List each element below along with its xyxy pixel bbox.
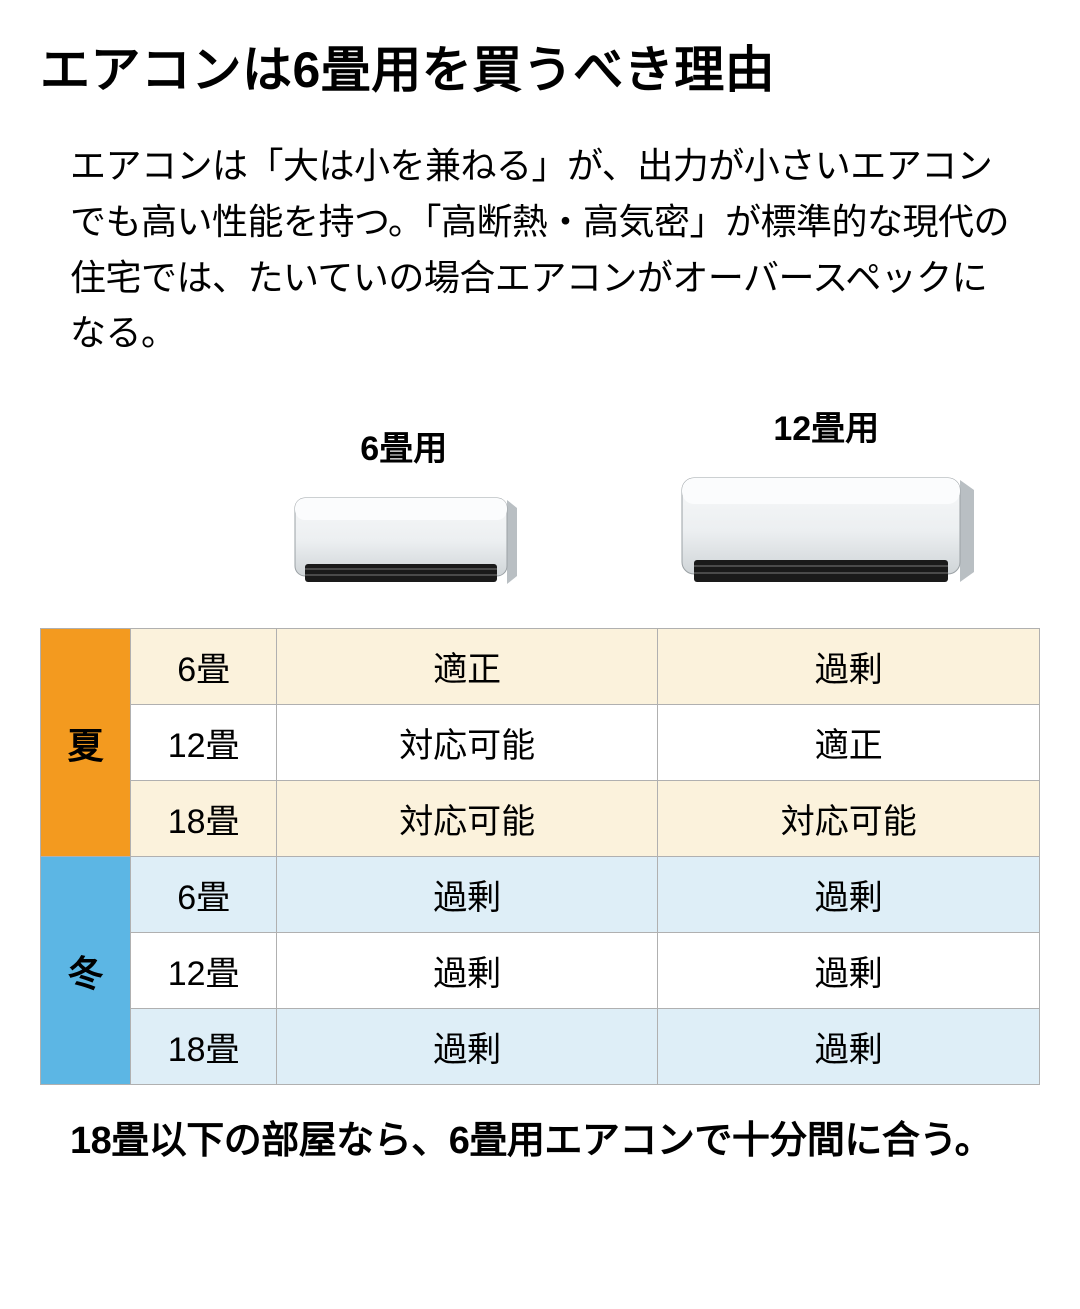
table-row: 18畳 過剰 過剰 [41,1009,1040,1085]
ac-large-icon [676,468,976,598]
cell-value: 過剰 [658,933,1040,1009]
table-row: 夏 6畳 適正 過剰 [41,629,1040,705]
cell-value: 適正 [658,705,1040,781]
table-row: 18畳 対応可能 対応可能 [41,781,1040,857]
ac-large-column: 12畳用 [613,401,1040,598]
room-size: 18畳 [131,1009,277,1085]
cell-value: 過剰 [658,629,1040,705]
ac-small-label: 6畳用 [195,421,613,470]
conclusion-paragraph: 18畳以下の部屋なら、6畳用エアコンで十分間に合う。 [40,1113,1040,1170]
room-size: 6畳 [131,857,277,933]
room-size: 18畳 [131,781,277,857]
table-row: 12畳 過剰 過剰 [41,933,1040,1009]
cell-value: 適正 [276,629,658,705]
ac-illustration-row: 6畳用 12畳用 [40,401,1040,598]
cell-value: 過剰 [658,1009,1040,1085]
cell-value: 対応可能 [276,705,658,781]
cell-value: 過剰 [276,933,658,1009]
room-size: 6畳 [131,629,277,705]
season-header-winter: 冬 [41,857,131,1085]
ac-small-icon [289,488,519,598]
room-size: 12畳 [131,933,277,1009]
cell-value: 過剰 [658,857,1040,933]
ac-large-label: 12畳用 [613,401,1040,450]
cell-value: 対応可能 [658,781,1040,857]
cell-value: 過剰 [276,1009,658,1085]
cell-value: 過剰 [276,857,658,933]
room-size: 12畳 [131,705,277,781]
table-row: 12畳 対応可能 適正 [41,705,1040,781]
intro-paragraph: エアコンは「大は小を兼ねる」が、出力が小さいエアコンでも高い性能を持つ。「高断熱… [40,138,1040,361]
cell-value: 対応可能 [276,781,658,857]
comparison-table: 夏 6畳 適正 過剰 12畳 対応可能 適正 18畳 対応可能 対応可能 冬 6… [40,628,1040,1085]
season-header-summer: 夏 [41,629,131,857]
table-row: 冬 6畳 過剰 過剰 [41,857,1040,933]
page-title: エアコンは6畳用を買うべき理由 [40,30,1040,102]
ac-small-column: 6畳用 [195,421,613,598]
